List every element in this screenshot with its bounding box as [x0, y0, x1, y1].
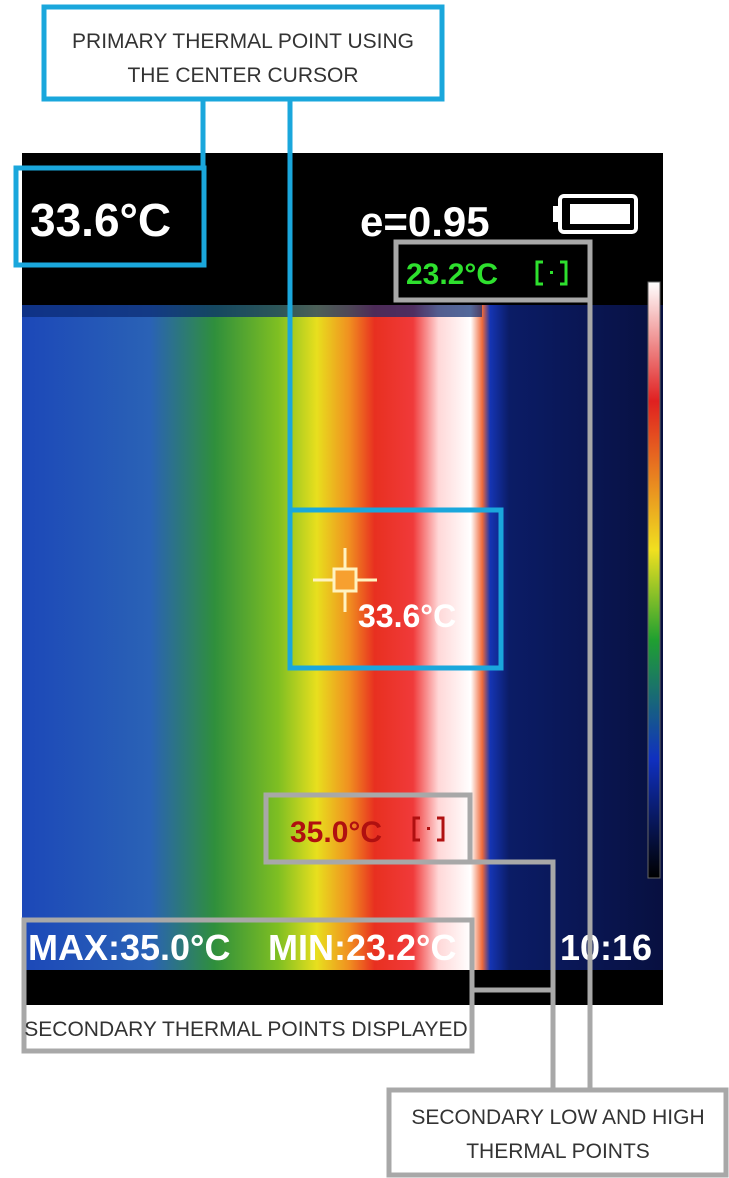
color-scale [648, 282, 660, 878]
secondary-low-high-note: SECONDARY LOW AND HIGH [411, 1106, 704, 1129]
center-temperature: 33.6°C [30, 194, 171, 246]
low-point: 23.2°C [406, 258, 498, 291]
min-temperature: MIN:23.2°C [268, 927, 456, 968]
secondary-low-high-note: THERMAL POINTS [466, 1140, 650, 1163]
thermal-image [22, 305, 663, 970]
battery-level [570, 204, 630, 224]
cursor-temperature: 33.6°C [358, 598, 456, 634]
high-point-dot [427, 827, 430, 830]
status-bar [22, 970, 663, 1005]
battery-tip [553, 206, 561, 222]
annotated-screenshot: 33.6°C e=0.95 23.2°C 33.6°C 35.0°C MAX:3… [0, 0, 729, 1178]
clock: 10:16 [560, 927, 652, 968]
high-point: 35.0°C [290, 816, 382, 849]
max-temperature: MAX:35.0°C [28, 927, 230, 968]
primary-note-line: PRIMARY THERMAL POINT USING [72, 30, 414, 53]
low-point-dot [550, 271, 553, 274]
emissivity: e=0.95 [360, 198, 490, 245]
secondary-displayed-note: SECONDARY THERMAL POINTS DISPLAYED [24, 1018, 467, 1041]
primary-note-line: THE CENTER CURSOR [127, 64, 358, 87]
image-edge [22, 305, 482, 317]
